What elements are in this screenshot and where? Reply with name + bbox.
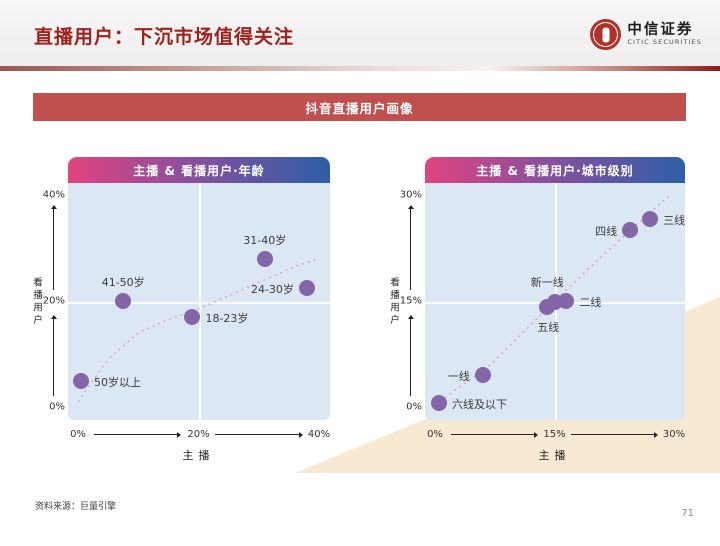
y-axis-arrow-icon — [407, 205, 414, 290]
point-label: 41-50岁 — [101, 276, 145, 289]
point-label: 五线 — [537, 320, 560, 334]
x-axis-field: 0% 20% 40% 主播 — [70, 420, 330, 476]
page-title: 直播用户：下沉市场值得关注 — [34, 26, 295, 48]
x-tick: 0% — [427, 429, 443, 440]
y-tick: 30% — [399, 189, 422, 201]
citic-emblem-icon — [590, 19, 622, 50]
chart-city-plot: 六线及以下 一线 五线 新一线二线 四线 三线 — [425, 183, 685, 420]
point-label: 二线 — [579, 296, 602, 309]
point-label: 31-40岁 — [243, 233, 287, 247]
x-axis-arrow-icon — [215, 431, 303, 438]
scatter-dot — [642, 211, 659, 228]
chart-age-field: 50岁以上 41-50岁 18-23岁 31-40岁 24-30岁 — [73, 195, 319, 407]
logo-name-en: CITIC SECURITIES — [627, 38, 702, 47]
header-divider — [0, 66, 720, 71]
point-label: 四线 — [595, 225, 618, 239]
chart-age: 主播 & 看播用户·年龄 看播用户 40% 20% 0% 50岁以上 41-50岁… — [28, 157, 330, 476]
scatter-dot — [474, 367, 491, 384]
x-tick: 20% — [187, 429, 210, 440]
chart-city-title: 主播 & 看播用户·城市级别 — [425, 157, 685, 183]
chart-age-x-axis: 0% 20% 40% 主播 — [68, 420, 330, 476]
x-axis-arrow-icon — [450, 431, 538, 438]
logo-text: 中信证券 CITIC SECURITIES — [627, 22, 702, 46]
chart-age-title: 主播 & 看播用户·年龄 — [68, 157, 330, 183]
y-axis-arrow-icon — [407, 315, 414, 396]
section-banner: 抖音直播用户画像 — [33, 93, 686, 121]
chart-city-field: 六线及以下 一线 五线 新一线二线 四线 三线 — [430, 195, 685, 412]
x-tick: 30% — [662, 429, 686, 440]
x-axis-field: 0% 15% 30% 主播 — [427, 420, 685, 476]
y-tick: 0% — [406, 401, 422, 413]
y-tick: 20% — [42, 295, 65, 307]
y-axis-arrow-icon — [50, 205, 57, 290]
source-note: 资料来源：巨量引擎 — [35, 502, 117, 512]
x-tick: 0% — [70, 429, 86, 440]
company-logo: 中信证券 CITIC SECURITIES — [590, 19, 702, 50]
x-axis-label: 主播 — [182, 449, 215, 462]
scatter-dot — [73, 372, 89, 389]
point-label: 50岁以上 — [94, 375, 141, 389]
scatter-dot — [184, 308, 201, 325]
trend-line — [78, 195, 319, 407]
page-number: 71 — [681, 508, 694, 519]
chart-age-plot: 50岁以上 41-50岁 18-23岁 31-40岁 24-30岁 — [68, 183, 330, 420]
point-label: 六线及以下 — [451, 398, 507, 412]
point-label: 新一线 — [530, 276, 564, 290]
chart-city-tier: 主播 & 看播用户·城市级别 看播用户 30% 15% 0% 六线及以下 一线 五线… — [385, 157, 685, 476]
y-axis-label: 看播用户 — [388, 276, 399, 327]
x-axis-arrow-icon — [93, 431, 182, 438]
point-label: 三线 — [663, 214, 686, 228]
point-label: 一线 — [447, 370, 470, 384]
chart-city-x-axis: 0% 15% 30% 主播 — [425, 420, 685, 476]
y-tick: 40% — [42, 189, 65, 201]
scatter-dot — [115, 293, 132, 309]
x-tick: 15% — [543, 429, 566, 440]
point-label: 24-30岁 — [250, 282, 294, 296]
scatter-dot — [622, 222, 639, 239]
chart-age-y-axis: 看播用户 40% 20% 0% — [28, 183, 68, 420]
point-label: 18-23岁 — [205, 311, 249, 325]
scatter-dot — [430, 395, 447, 412]
y-tick: 15% — [399, 295, 422, 307]
scatter-dot — [298, 279, 315, 296]
gridline — [68, 301, 330, 304]
y-axis-label: 看播用户 — [31, 276, 42, 327]
x-axis-arrow-icon — [571, 431, 659, 438]
x-axis-label: 主播 — [538, 449, 571, 462]
x-tick: 40% — [307, 429, 331, 440]
y-axis-arrow-icon — [50, 315, 57, 396]
scatter-dot — [558, 293, 575, 309]
logo-name-cn: 中信证券 — [627, 22, 694, 39]
scatter-dot — [256, 250, 273, 267]
y-tick: 0% — [49, 401, 65, 413]
chart-city-y-axis: 看播用户 30% 15% 0% — [385, 183, 425, 420]
